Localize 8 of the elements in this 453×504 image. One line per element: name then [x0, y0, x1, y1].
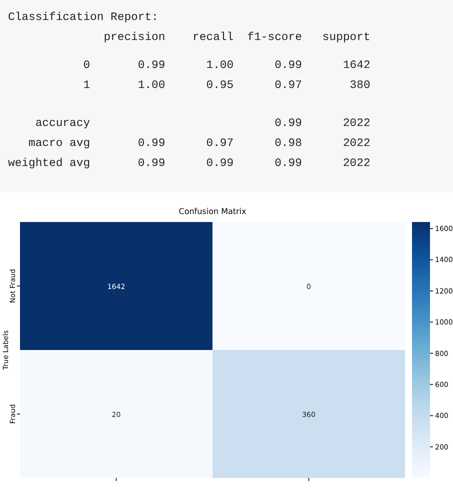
text: weighted avg 0.99 0.99 0.99 2022	[8, 157, 370, 170]
chart-title: Confusion Matrix	[178, 207, 247, 216]
text: 1 1.00 0.95 0.97 380	[8, 80, 370, 92]
text: precision recall f1-score support	[8, 31, 370, 44]
text: macro avg 0.99 0.97 0.98 2022	[8, 138, 370, 150]
text: 0 0.99 1.00 0.99 1642	[8, 60, 370, 72]
text: Classification Report:	[8, 11, 158, 24]
text: accuracy 0.99 2022	[8, 118, 370, 130]
